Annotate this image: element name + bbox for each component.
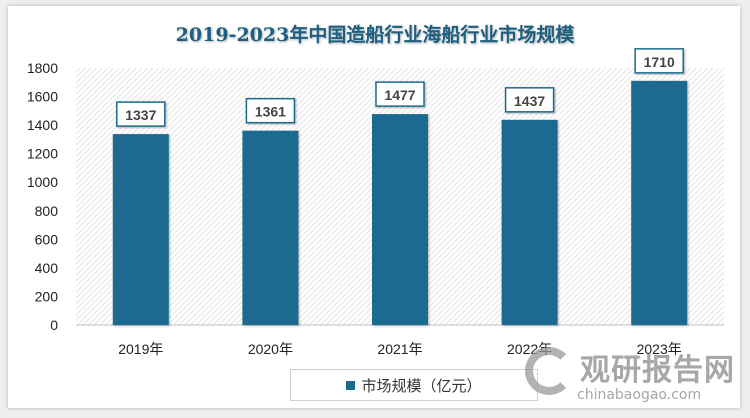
- bar: [372, 114, 428, 326]
- y-tick-label: 800: [35, 203, 59, 219]
- y-tick-label: 1600: [27, 89, 58, 105]
- bar: [242, 130, 299, 325]
- x-tick-label: 2023年: [637, 341, 682, 357]
- watermark-name: 观研报告网: [580, 353, 735, 388]
- bar: [112, 134, 169, 325]
- data-label-box: [634, 48, 684, 74]
- watermark-url: chinabaogao.com: [577, 387, 702, 403]
- data-label: 1710: [644, 54, 675, 70]
- y-tick-label: 1800: [27, 60, 58, 76]
- data-label: 1437: [514, 93, 545, 109]
- y-tick-label: 1400: [27, 117, 58, 133]
- legend: 市场规模（亿元）: [290, 369, 538, 401]
- legend-label: 市场规模（亿元）: [361, 377, 482, 395]
- y-tick-label: 400: [35, 260, 59, 276]
- data-label-box: [504, 87, 555, 113]
- data-label-box: [375, 81, 425, 107]
- y-tick-label: 0: [50, 317, 58, 333]
- x-tick-label: 2019年: [118, 341, 163, 357]
- data-label-box: [245, 97, 296, 124]
- data-label: 1477: [384, 87, 415, 103]
- legend-swatch: [346, 380, 356, 390]
- y-tick-label: 1000: [27, 174, 58, 190]
- x-tick-label: 2021年: [377, 341, 422, 357]
- bar: [631, 80, 688, 325]
- watermark-logo-icon: [525, 347, 573, 395]
- data-label: 1361: [255, 104, 286, 120]
- data-label-box: [116, 101, 166, 127]
- x-tick-label: 2020年: [248, 341, 293, 357]
- y-tick-label: 600: [35, 231, 59, 247]
- bar: [501, 119, 558, 325]
- chart-title: 2019-2023年中国造船行业海船行业市场规模: [175, 24, 575, 46]
- data-label: 1337: [125, 107, 156, 123]
- y-tick-label: 200: [35, 288, 59, 304]
- y-tick-label: 1200: [27, 146, 58, 162]
